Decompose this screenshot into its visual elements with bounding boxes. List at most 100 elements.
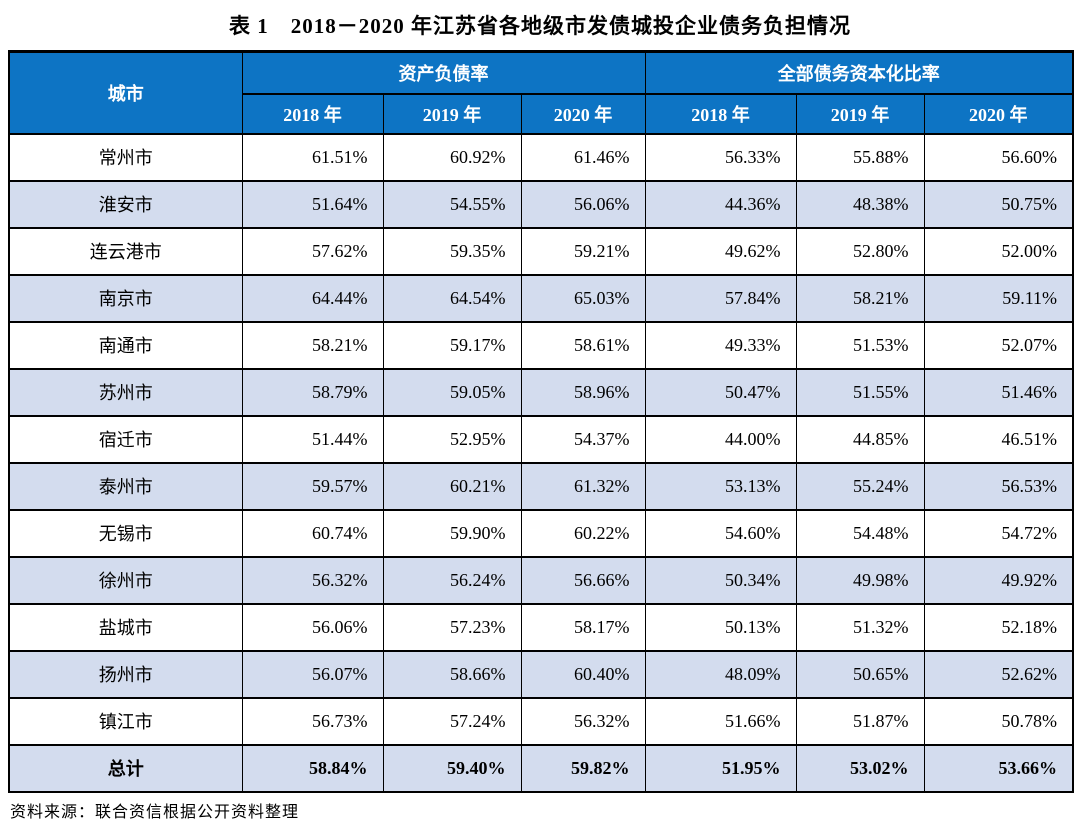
value-cell: 56.32% <box>520 696 646 746</box>
total-value-alr-2020: 59.82% <box>520 743 646 793</box>
table-row: 苏州市 58.79% 59.05% 58.96% 50.47% 51.55% 5… <box>8 367 1074 417</box>
table-row: 淮安市 51.64% 54.55% 56.06% 44.36% 48.38% 5… <box>8 179 1074 229</box>
table-row: 徐州市 56.32% 56.24% 56.66% 50.34% 49.98% 4… <box>8 555 1074 605</box>
value-cell: 58.66% <box>382 649 522 699</box>
value-cell: 56.60% <box>923 132 1074 182</box>
total-value-dcr-2019: 53.02% <box>795 743 925 793</box>
value-cell: 44.36% <box>644 179 797 229</box>
value-cell: 60.22% <box>520 508 646 558</box>
year-header-dcr-2019: 2019 年 <box>795 92 925 135</box>
value-cell: 56.24% <box>382 555 522 605</box>
table-row: 扬州市 56.07% 58.66% 60.40% 48.09% 50.65% 5… <box>8 649 1074 699</box>
table-row: 南京市 64.44% 64.54% 65.03% 57.84% 58.21% 5… <box>8 273 1074 323</box>
table-row: 镇江市 56.73% 57.24% 56.32% 51.66% 51.87% 5… <box>8 696 1074 746</box>
city-cell: 泰州市 <box>8 461 243 511</box>
table-row: 南通市 58.21% 59.17% 58.61% 49.33% 51.53% 5… <box>8 320 1074 370</box>
value-cell: 64.44% <box>241 273 384 323</box>
city-cell: 常州市 <box>8 132 243 182</box>
value-cell: 49.98% <box>795 555 925 605</box>
city-cell: 苏州市 <box>8 367 243 417</box>
value-cell: 61.32% <box>520 461 646 511</box>
year-header-alr-2019: 2019 年 <box>382 92 522 135</box>
value-cell: 50.75% <box>923 179 1074 229</box>
city-cell: 宿迁市 <box>8 414 243 464</box>
value-cell: 46.51% <box>923 414 1074 464</box>
column-header-city: 城市 <box>8 50 243 135</box>
table-row: 宿迁市 51.44% 52.95% 54.37% 44.00% 44.85% 4… <box>8 414 1074 464</box>
city-cell: 南通市 <box>8 320 243 370</box>
value-cell: 58.96% <box>520 367 646 417</box>
table-footer: 总计 58.84% 59.40% 59.82% 51.95% 53.02% 53… <box>8 743 1074 793</box>
value-cell: 60.74% <box>241 508 384 558</box>
value-cell: 65.03% <box>520 273 646 323</box>
value-cell: 56.33% <box>644 132 797 182</box>
value-cell: 52.80% <box>795 226 925 276</box>
value-cell: 56.32% <box>241 555 384 605</box>
value-cell: 52.95% <box>382 414 522 464</box>
value-cell: 44.85% <box>795 414 925 464</box>
table-row: 盐城市 56.06% 57.23% 58.17% 50.13% 51.32% 5… <box>8 602 1074 652</box>
value-cell: 57.24% <box>382 696 522 746</box>
value-cell: 61.51% <box>241 132 384 182</box>
value-cell: 58.17% <box>520 602 646 652</box>
value-cell: 49.92% <box>923 555 1074 605</box>
value-cell: 55.88% <box>795 132 925 182</box>
year-header-alr-2018: 2018 年 <box>241 92 384 135</box>
value-cell: 49.33% <box>644 320 797 370</box>
value-cell: 54.37% <box>520 414 646 464</box>
value-cell: 50.47% <box>644 367 797 417</box>
value-cell: 61.46% <box>520 132 646 182</box>
table-title: 表 1 2018－2020 年江苏省各地级市发债城投企业债务负担情况 <box>229 14 851 38</box>
value-cell: 57.84% <box>644 273 797 323</box>
value-cell: 52.00% <box>923 226 1074 276</box>
value-cell: 57.23% <box>382 602 522 652</box>
value-cell: 59.90% <box>382 508 522 558</box>
value-cell: 51.32% <box>795 602 925 652</box>
value-cell: 60.40% <box>520 649 646 699</box>
value-cell: 59.05% <box>382 367 522 417</box>
column-group-asset-liability-ratio: 资产负债率 <box>241 50 646 95</box>
table-row: 常州市 61.51% 60.92% 61.46% 56.33% 55.88% 5… <box>8 132 1074 182</box>
year-header-dcr-2020: 2020 年 <box>923 92 1074 135</box>
value-cell: 58.61% <box>520 320 646 370</box>
total-value-dcr-2018: 51.95% <box>644 743 797 793</box>
value-cell: 53.13% <box>644 461 797 511</box>
total-value-alr-2019: 59.40% <box>382 743 522 793</box>
value-cell: 59.57% <box>241 461 384 511</box>
city-cell: 无锡市 <box>8 508 243 558</box>
value-cell: 56.06% <box>520 179 646 229</box>
year-header-alr-2020: 2020 年 <box>520 92 646 135</box>
value-cell: 52.62% <box>923 649 1074 699</box>
value-cell: 51.46% <box>923 367 1074 417</box>
value-cell: 59.11% <box>923 273 1074 323</box>
city-cell: 镇江市 <box>8 696 243 746</box>
value-cell: 59.35% <box>382 226 522 276</box>
city-cell: 扬州市 <box>8 649 243 699</box>
value-cell: 50.13% <box>644 602 797 652</box>
table-row: 无锡市 60.74% 59.90% 60.22% 54.60% 54.48% 5… <box>8 508 1074 558</box>
value-cell: 59.21% <box>520 226 646 276</box>
value-cell: 55.24% <box>795 461 925 511</box>
value-cell: 56.73% <box>241 696 384 746</box>
value-cell: 60.21% <box>382 461 522 511</box>
value-cell: 54.48% <box>795 508 925 558</box>
value-cell: 60.92% <box>382 132 522 182</box>
total-value-alr-2018: 58.84% <box>241 743 384 793</box>
value-cell: 58.21% <box>241 320 384 370</box>
table-row: 连云港市 57.62% 59.35% 59.21% 49.62% 52.80% … <box>8 226 1074 276</box>
value-cell: 56.66% <box>520 555 646 605</box>
value-cell: 51.53% <box>795 320 925 370</box>
value-cell: 48.09% <box>644 649 797 699</box>
header-group-row: 城市 资产负债率 全部债务资本化比率 <box>8 50 1074 135</box>
value-cell: 51.55% <box>795 367 925 417</box>
value-cell: 50.78% <box>923 696 1074 746</box>
value-cell: 51.64% <box>241 179 384 229</box>
city-cell: 南京市 <box>8 273 243 323</box>
value-cell: 58.79% <box>241 367 384 417</box>
total-label: 总计 <box>8 743 243 793</box>
value-cell: 51.87% <box>795 696 925 746</box>
total-row: 总计 58.84% 59.40% 59.82% 51.95% 53.02% 53… <box>8 743 1074 793</box>
value-cell: 56.53% <box>923 461 1074 511</box>
value-cell: 50.34% <box>644 555 797 605</box>
value-cell: 56.06% <box>241 602 384 652</box>
